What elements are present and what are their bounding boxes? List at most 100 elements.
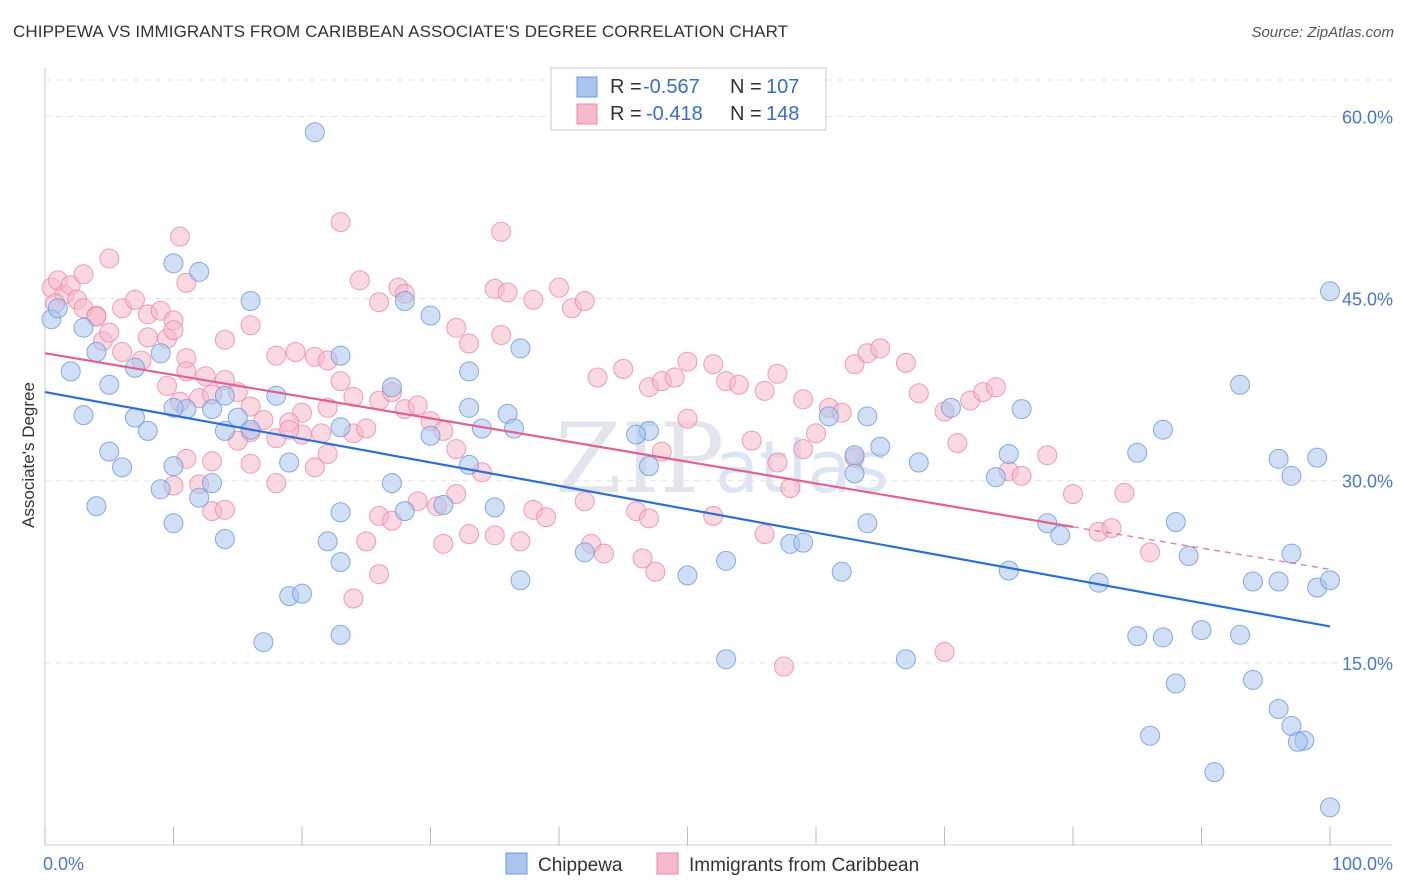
point-caribbean-39 xyxy=(317,397,338,418)
point-chippewa-87 xyxy=(1281,465,1302,486)
point-chippewa-90 xyxy=(1242,571,1263,592)
legend-n-value-1: 107 xyxy=(766,76,799,98)
point-chippewa-49 xyxy=(870,436,891,457)
point-chippewa-67 xyxy=(381,473,402,494)
bottom-legend-chippewa: Chippewa xyxy=(538,855,623,876)
point-chippewa-104 xyxy=(1268,699,1289,719)
point-caribbean-64 xyxy=(214,499,235,520)
point-caribbean-145 xyxy=(780,478,801,498)
point-caribbean-60 xyxy=(407,395,428,416)
point-chippewa-31 xyxy=(504,418,525,439)
chart-title: CHIPPEWA VS IMMIGRANTS FROM CARIBBEAN AS… xyxy=(13,22,789,41)
point-caribbean-31 xyxy=(240,315,261,336)
point-caribbean-84 xyxy=(638,508,659,529)
point-chippewa-96 xyxy=(998,560,1019,581)
point-caribbean-72 xyxy=(356,531,377,552)
trend-line-caribbean xyxy=(44,352,1074,528)
y-tick-label-2: 45.0% xyxy=(1342,290,1393,310)
point-chippewa-66 xyxy=(484,497,505,518)
source-label: Source: ZipAtlas.com xyxy=(1251,24,1394,41)
point-chippewa-69 xyxy=(214,529,235,549)
point-chippewa-109 xyxy=(1287,731,1308,752)
point-chippewa-102 xyxy=(1230,624,1251,645)
point-caribbean-98 xyxy=(349,270,370,291)
y-tick-label-1: 30.0% xyxy=(1342,472,1393,492)
point-caribbean-78 xyxy=(510,531,531,552)
point-chippewa-5 xyxy=(420,305,441,326)
point-chippewa-78 xyxy=(998,444,1019,464)
point-caribbean-29 xyxy=(240,396,261,417)
point-chippewa-74 xyxy=(253,632,274,653)
point-caribbean-36 xyxy=(330,371,351,392)
point-chippewa-86 xyxy=(1307,447,1328,468)
point-chippewa-100 xyxy=(1191,620,1212,641)
point-caribbean-134 xyxy=(86,306,107,327)
legend-swatch-chippewa xyxy=(576,76,598,98)
point-chippewa-84 xyxy=(1011,399,1032,420)
point-caribbean-88 xyxy=(459,333,480,354)
point-caribbean-127 xyxy=(1011,465,1032,486)
series-chippewa-points xyxy=(41,122,1340,818)
point-chippewa-54 xyxy=(716,550,737,571)
point-caribbean-22 xyxy=(157,376,178,396)
bottom-legend-swatch-caribbean xyxy=(656,852,679,875)
point-chippewa-71 xyxy=(330,552,351,573)
point-chippewa-45 xyxy=(940,397,961,418)
point-chippewa-32 xyxy=(420,425,441,446)
y-tick-label-3: 60.0% xyxy=(1342,107,1393,127)
point-chippewa-3 xyxy=(240,291,261,311)
point-caribbean-102 xyxy=(587,367,608,388)
point-caribbean-37 xyxy=(343,386,364,407)
point-chippewa-51 xyxy=(857,513,878,534)
bottom-legend-caribbean: Immigrants from Caribbean xyxy=(689,855,919,876)
point-chippewa-70 xyxy=(317,531,338,552)
point-chippewa-76 xyxy=(716,649,737,670)
point-caribbean-9 xyxy=(99,322,120,343)
point-chippewa-13 xyxy=(381,377,402,398)
point-chippewa-6 xyxy=(73,317,94,338)
point-caribbean-106 xyxy=(664,367,685,388)
point-chippewa-43 xyxy=(818,406,839,427)
point-caribbean-136 xyxy=(99,248,120,269)
point-chippewa-82 xyxy=(1152,419,1173,440)
point-caribbean-54 xyxy=(317,444,338,464)
point-chippewa-14 xyxy=(459,361,480,382)
point-chippewa-35 xyxy=(330,417,351,438)
point-chippewa-44 xyxy=(857,406,878,427)
point-caribbean-122 xyxy=(947,433,968,454)
point-chippewa-103 xyxy=(1242,669,1263,690)
bottom-legend: Chippewa Immigrants from Caribbean xyxy=(505,852,919,876)
point-caribbean-90 xyxy=(523,289,544,310)
point-caribbean-144 xyxy=(767,452,788,473)
point-caribbean-80 xyxy=(574,491,595,512)
point-caribbean-139 xyxy=(279,419,300,440)
point-chippewa-59 xyxy=(86,496,107,517)
point-caribbean-118 xyxy=(870,338,891,359)
point-caribbean-142 xyxy=(677,408,698,429)
point-chippewa-110 xyxy=(1320,797,1340,818)
point-chippewa-21 xyxy=(202,399,223,420)
point-caribbean-103 xyxy=(613,359,634,379)
point-caribbean-151 xyxy=(773,656,794,677)
point-chippewa-75 xyxy=(330,624,351,645)
point-chippewa-39 xyxy=(163,456,184,477)
point-chippewa-15 xyxy=(510,338,531,359)
point-chippewa-56 xyxy=(831,561,852,582)
point-chippewa-94 xyxy=(1320,570,1340,591)
point-chippewa-10 xyxy=(60,361,81,382)
point-chippewa-22 xyxy=(214,385,235,406)
point-caribbean-73 xyxy=(369,564,390,585)
point-chippewa-46 xyxy=(985,467,1006,488)
point-caribbean-87 xyxy=(446,317,467,338)
point-chippewa-92 xyxy=(1281,543,1302,564)
point-caribbean-113 xyxy=(793,389,814,410)
point-caribbean-32 xyxy=(266,345,287,366)
point-chippewa-77 xyxy=(895,649,916,670)
point-caribbean-74 xyxy=(343,588,364,609)
point-caribbean-112 xyxy=(767,363,788,384)
point-caribbean-70 xyxy=(446,484,467,505)
point-caribbean-96 xyxy=(491,221,512,242)
point-chippewa-61 xyxy=(189,487,210,508)
point-caribbean-147 xyxy=(806,423,826,444)
point-chippewa-83 xyxy=(1165,512,1186,532)
